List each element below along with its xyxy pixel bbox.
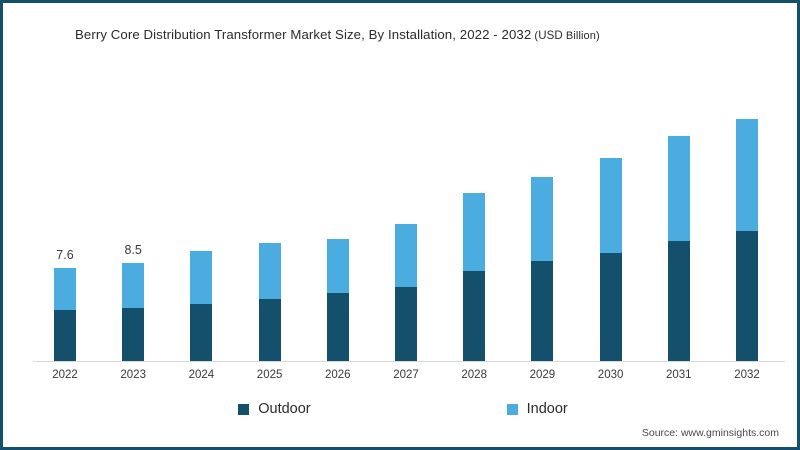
legend-swatch-icon-outdoor [238,403,250,415]
x-axis-label-2023: 2023 [120,369,146,381]
bar-2032[interactable] [736,119,758,361]
bar-segment-outdoor[interactable] [463,271,486,361]
chart-title-unit-usd: USD [538,30,563,42]
legend-item-outdoor[interactable]: Outdoor [238,401,311,417]
bar-segment-indoor[interactable] [531,177,554,261]
bar-segment-indoor[interactable] [599,158,622,253]
bar-segment-outdoor[interactable] [258,299,281,361]
source-attribution: Source: www.gminsights.com [641,427,779,439]
bar-segment-indoor[interactable] [190,251,213,304]
bar-2027[interactable] [395,224,417,361]
bar-segment-indoor[interactable] [258,243,281,299]
bar-segment-outdoor[interactable] [54,310,76,361]
bar-segment-outdoor[interactable] [599,253,622,361]
x-axis-label-2031: 2031 [666,369,692,381]
bar-segment-indoor[interactable] [54,268,76,310]
bar-segment-indoor[interactable] [326,239,349,293]
legend-swatch-icon-indoor [506,403,518,415]
bar-segment-outdoor[interactable] [531,261,554,361]
bar-segment-indoor[interactable] [736,119,758,231]
bar-2028[interactable] [463,193,486,361]
bar-2024[interactable] [190,251,213,361]
chart-title-main: Berry Core Distribution Transformer Mark… [75,27,532,42]
x-axis-label-2032: 2032 [734,369,760,381]
bar-segment-outdoor[interactable] [667,241,690,361]
x-axis-line [33,361,785,362]
x-axis-label-2025: 2025 [256,369,283,381]
x-axis-label-2029: 2029 [529,369,556,381]
bar-segment-outdoor[interactable] [326,293,349,361]
bar-segment-outdoor[interactable] [190,304,213,361]
x-axis-label-2022: 2022 [52,369,78,381]
bar-2029[interactable] [531,177,554,361]
chart-title-unit: (USD Billion) [531,30,600,42]
chart-title-unit-rest: Billion) [562,30,600,42]
bar-segment-outdoor[interactable] [122,308,145,361]
bar-2023[interactable]: 8.5 [122,243,145,361]
bar-2022[interactable]: 7.6 [54,248,76,361]
x-axis-label-2026: 2026 [325,369,351,381]
x-axis-label-2027: 2027 [393,369,419,381]
bar-segment-indoor[interactable] [395,224,417,287]
chart-title: Berry Core Distribution Transformer Mark… [75,27,600,42]
bar-segment-outdoor[interactable] [736,231,758,361]
legend-label: Indoor [526,401,568,417]
x-axis-label-2030: 2030 [597,369,624,381]
bar-2026[interactable] [326,239,349,361]
bar-segment-indoor[interactable] [463,193,486,271]
bar-segment-outdoor[interactable] [395,287,417,361]
bar-2031[interactable] [667,136,690,361]
bar-2025[interactable] [258,243,281,361]
bar-value-label-2022: 7.6 [56,248,74,262]
chart-legend: Outdoor Indoor [3,401,797,417]
bar-2030[interactable] [599,158,622,361]
x-axis-label-2028: 2028 [461,369,487,381]
bar-segment-indoor[interactable] [667,136,690,241]
legend-label: Outdoor [258,401,311,417]
bar-segment-indoor[interactable] [122,263,145,308]
bar-value-label-2023: 8.5 [124,243,142,257]
legend-item-indoor[interactable]: Indoor [506,401,568,417]
x-axis-label-2024: 2024 [188,369,215,381]
